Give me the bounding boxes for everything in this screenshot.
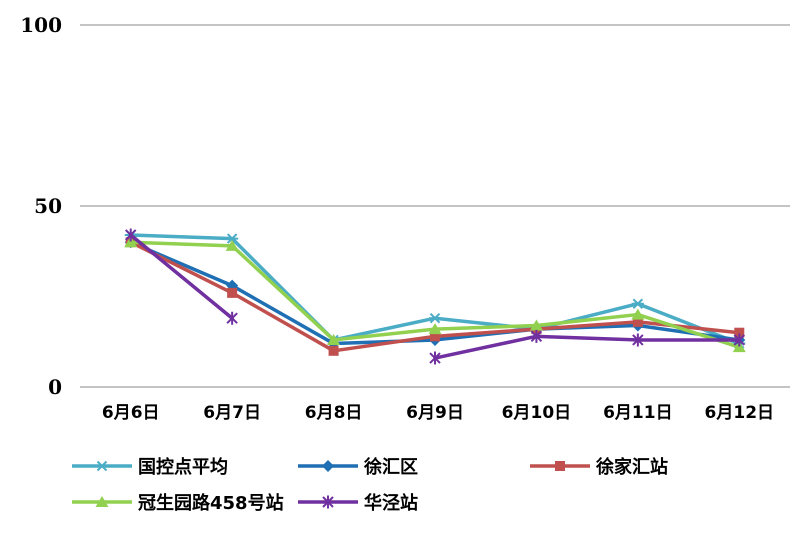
data-point-x <box>322 495 334 509</box>
series-layer <box>124 228 746 365</box>
data-point-x <box>733 333 745 347</box>
x-axis-ticks: 6月6日 6月7日 6月8日 6月9日 6月10日 6月11日 6月12日 <box>102 403 774 423</box>
x-tick-label: 6月11日 <box>603 403 673 423</box>
legend-item: 华泾站 <box>298 492 418 514</box>
x-tick-label: 6月6日 <box>102 403 160 423</box>
data-point-square <box>430 331 440 342</box>
data-point-diamond <box>322 460 334 472</box>
data-point-square <box>632 316 643 327</box>
legend-label: 冠生园路458号站 <box>138 492 284 514</box>
data-point-triangle <box>95 496 109 507</box>
legend-label: 华泾站 <box>364 492 418 514</box>
series-line <box>128 233 234 320</box>
data-point-square <box>734 327 745 338</box>
grid-lines <box>80 24 790 388</box>
data-point-triangle <box>124 236 138 248</box>
data-point-square <box>555 461 565 471</box>
legend-item: 国控点平均 <box>72 456 228 478</box>
y-axis-ticks: 0 50 100 <box>20 13 62 399</box>
x-tick-label: 6月8日 <box>305 403 363 423</box>
data-point-star <box>226 233 239 244</box>
legend-item: 冠生园路458号站 <box>72 492 284 514</box>
data-point-x <box>125 228 137 242</box>
data-point-square <box>227 287 238 298</box>
series-2 <box>125 237 745 356</box>
series-4 <box>125 228 745 365</box>
x-tick-label: 6月7日 <box>203 403 261 423</box>
x-tick-label: 6月12日 <box>705 403 775 423</box>
data-point-star <box>631 298 644 309</box>
data-point-star <box>429 313 441 324</box>
legend-label: 徐汇区 <box>363 456 418 478</box>
legend-item: 徐汇区 <box>298 456 418 478</box>
data-point-triangle <box>225 239 239 251</box>
data-point-star <box>96 460 108 472</box>
data-point-triangle <box>327 333 341 345</box>
y-tick-label: 0 <box>48 375 62 399</box>
data-point-triangle <box>631 308 645 320</box>
data-point-triangle <box>732 341 746 353</box>
data-point-x <box>226 311 238 325</box>
data-point-triangle <box>428 323 442 335</box>
data-point-x <box>429 351 441 365</box>
legend-label: 国控点平均 <box>138 456 228 478</box>
series-line <box>433 334 742 360</box>
data-point-x <box>530 329 543 343</box>
x-tick-label: 6月10日 <box>502 403 572 423</box>
data-point-square <box>328 345 339 356</box>
legend-item: 徐家汇站 <box>530 456 668 478</box>
y-tick-label: 100 <box>20 13 62 37</box>
x-tick-label: 6月9日 <box>406 403 464 423</box>
data-point-triangle <box>529 319 543 331</box>
y-tick-label: 50 <box>34 194 62 218</box>
legend-label: 徐家汇站 <box>595 456 668 478</box>
data-point-x <box>632 333 644 347</box>
series-3 <box>124 236 746 353</box>
